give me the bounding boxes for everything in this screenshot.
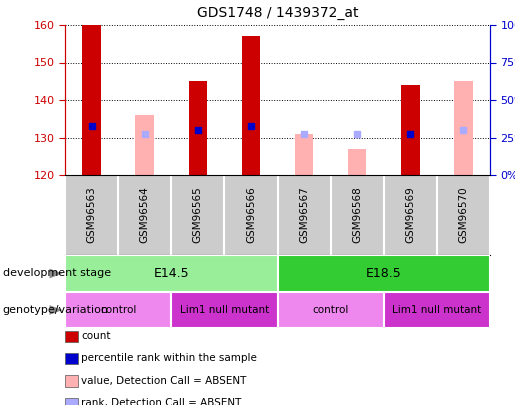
Text: rank, Detection Call = ABSENT: rank, Detection Call = ABSENT [81, 398, 242, 405]
Bar [65, 375, 78, 387]
Text: control: control [100, 305, 136, 315]
Bar [295, 134, 313, 175]
Text: GSM96570: GSM96570 [458, 187, 469, 243]
Bar [65, 292, 171, 328]
Text: GSM96564: GSM96564 [140, 187, 150, 243]
Bar [401, 85, 420, 175]
Text: GSM96569: GSM96569 [405, 187, 415, 243]
Bar [65, 331, 78, 342]
Title: GDS1748 / 1439372_at: GDS1748 / 1439372_at [197, 6, 358, 20]
Text: GSM96565: GSM96565 [193, 187, 203, 243]
Bar [454, 81, 473, 175]
Polygon shape [49, 269, 62, 278]
Bar [65, 353, 78, 365]
Bar [348, 149, 367, 175]
Text: count: count [81, 331, 111, 341]
Bar [65, 398, 78, 405]
Text: GSM96566: GSM96566 [246, 187, 256, 243]
Bar [135, 115, 154, 175]
Text: E14.5: E14.5 [153, 267, 189, 280]
Text: percentile rank within the sample: percentile rank within the sample [81, 354, 258, 363]
Bar [278, 255, 490, 292]
Bar [65, 255, 278, 292]
Bar [171, 292, 278, 328]
Text: GSM96568: GSM96568 [352, 187, 362, 243]
Text: Lim1 null mutant: Lim1 null mutant [392, 305, 482, 315]
Bar [278, 292, 384, 328]
Bar [188, 81, 207, 175]
Polygon shape [49, 305, 62, 315]
Bar [242, 36, 260, 175]
Text: value, Detection Call = ABSENT: value, Detection Call = ABSENT [81, 376, 247, 386]
Text: development stage: development stage [3, 269, 111, 279]
Text: GSM96563: GSM96563 [87, 187, 97, 243]
Text: Lim1 null mutant: Lim1 null mutant [180, 305, 269, 315]
Text: E18.5: E18.5 [366, 267, 402, 280]
Bar [82, 25, 101, 175]
Text: GSM96567: GSM96567 [299, 187, 309, 243]
Bar [384, 292, 490, 328]
Text: control: control [313, 305, 349, 315]
Text: genotype/variation: genotype/variation [3, 305, 109, 315]
